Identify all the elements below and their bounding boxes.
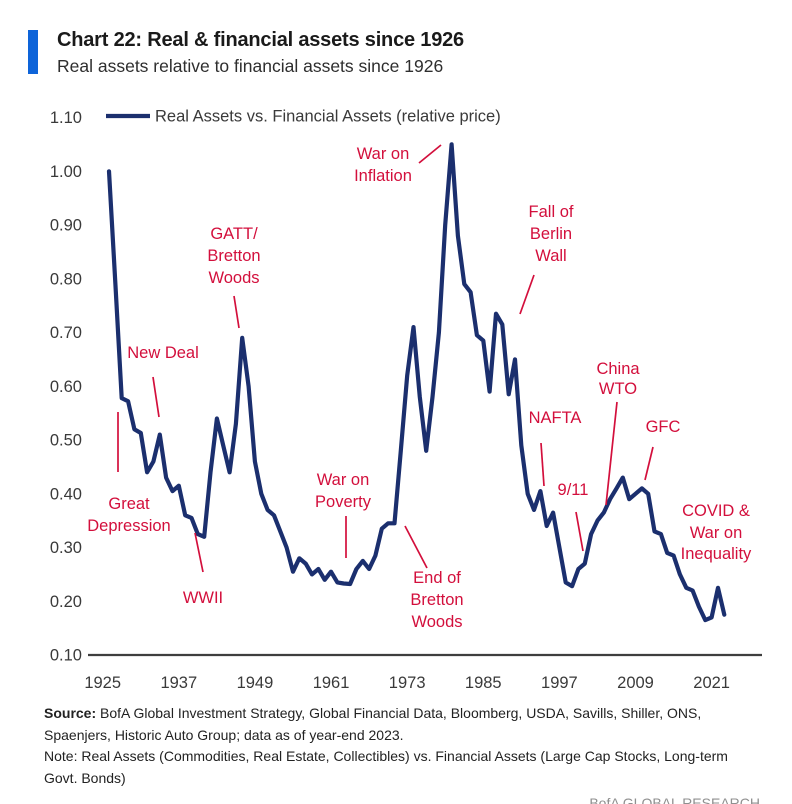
annotation-pointer-china-wto (605, 401, 618, 506)
y-axis-tick-label: 0.80 (50, 270, 82, 288)
annotation-text-end-of-bretton-woods: Bretton (410, 591, 463, 609)
x-axis-tick-label: 2021 (693, 674, 730, 692)
annotation-text-wwii: WWII (183, 589, 223, 607)
y-axis-tick-label: 0.20 (50, 593, 82, 611)
annotation-text-new-deal: New Deal (127, 344, 199, 362)
x-axis-tick-label: 1961 (313, 674, 350, 692)
x-axis-tick-label: 1973 (389, 674, 426, 692)
annotation-text-gfc: GFC (646, 418, 681, 436)
title-accent-bar (28, 30, 38, 74)
source-line: Source: BofA Global Investment Strategy,… (44, 703, 760, 746)
chart-header: Chart 22: Real & financial assets since … (57, 29, 464, 76)
x-axis-tick-label: 2009 (617, 674, 654, 692)
note-line: Note: Real Assets (Commodities, Real Est… (44, 748, 728, 786)
annotation-pointer-fall-of-berlin-wall (519, 274, 535, 315)
y-axis-tick-label: 1.10 (50, 109, 82, 127)
annotation-text-nine-eleven: 9/11 (558, 481, 589, 499)
annotation-text-end-of-bretton-woods: End of (413, 569, 461, 587)
y-axis-tick-label: 0.30 (50, 539, 82, 557)
x-axis-tick-label: 1997 (541, 674, 578, 692)
annotation-pointer-war-on-inflation (418, 144, 442, 164)
annotation-text-war-on-poverty: Poverty (315, 493, 372, 511)
annotation-text-war-on-inflation: War on (357, 145, 410, 163)
annotation-pointer-gfc (644, 446, 654, 481)
legend-label: Real Assets vs. Financial Assets (relati… (155, 108, 501, 126)
annotation-text-war-on-inflation: Inflation (354, 167, 412, 185)
source-label: Source: (44, 705, 97, 721)
annotation-text-gatt-bretton-woods: Bretton (207, 247, 260, 265)
chart-footer: Source: BofA Global Investment Strategy,… (44, 703, 760, 804)
annotation-text-end-of-bretton-woods: Woods (411, 613, 462, 631)
annotation-text-gatt-bretton-woods: GATT/ (210, 225, 258, 243)
annotation-text-great-depression: Great (108, 495, 150, 513)
annotation-text-gatt-bretton-woods: Woods (208, 269, 259, 287)
y-axis-tick-label: 0.40 (50, 485, 82, 503)
x-axis-tick-label: 1925 (84, 674, 121, 692)
annotation-text-covid-war-on-inequality: War on (690, 524, 743, 542)
series-line (106, 142, 727, 623)
y-axis-tick-label: 0.60 (50, 378, 82, 396)
x-axis-tick-label: 1949 (237, 674, 274, 692)
annotation-text-china-wto: WTO (599, 380, 637, 398)
y-axis-tick-label: 0.70 (50, 324, 82, 342)
annotation-text-fall-of-berlin-wall: Wall (535, 247, 566, 265)
y-axis-tick-label: 0.50 (50, 432, 82, 450)
y-axis-tick-label: 0.10 (50, 647, 82, 665)
annotation-text-china-wto: China (596, 360, 640, 378)
chart-subtitle: Real assets relative to financial assets… (57, 56, 444, 76)
source-text: BofA Global Investment Strategy, Global … (44, 705, 702, 743)
annotation-pointer-nafta (540, 442, 545, 487)
annotation-text-nafta: NAFTA (529, 409, 582, 427)
annotation-text-great-depression: Depression (87, 517, 170, 535)
annotation-pointer-end-of-bretton-woods (404, 525, 428, 569)
annotation-pointer-nine-eleven (575, 511, 584, 552)
annotation-text-fall-of-berlin-wall: Fall of (529, 203, 574, 221)
x-axis-tick-label: 1937 (160, 674, 197, 692)
brand-line: BofA GLOBAL RESEARCH (589, 795, 760, 804)
annotation-pointer-wwii (194, 532, 204, 573)
y-axis-tick-label: 1.00 (50, 163, 82, 181)
chart-title: Chart 22: Real & financial assets since … (57, 29, 464, 51)
annotation-text-fall-of-berlin-wall: Berlin (530, 225, 572, 243)
x-axis-tick-label: 1985 (465, 674, 502, 692)
annotation-pointer-new-deal (152, 376, 160, 418)
annotation-pointer-gatt-bretton-woods (233, 295, 240, 329)
annotation-text-covid-war-on-inequality: COVID & (682, 502, 750, 520)
y-axis-tick-label: 0.90 (50, 217, 82, 235)
annotation-text-covid-war-on-inequality: Inequality (681, 545, 752, 563)
annotation-text-war-on-poverty: War on (317, 471, 370, 489)
